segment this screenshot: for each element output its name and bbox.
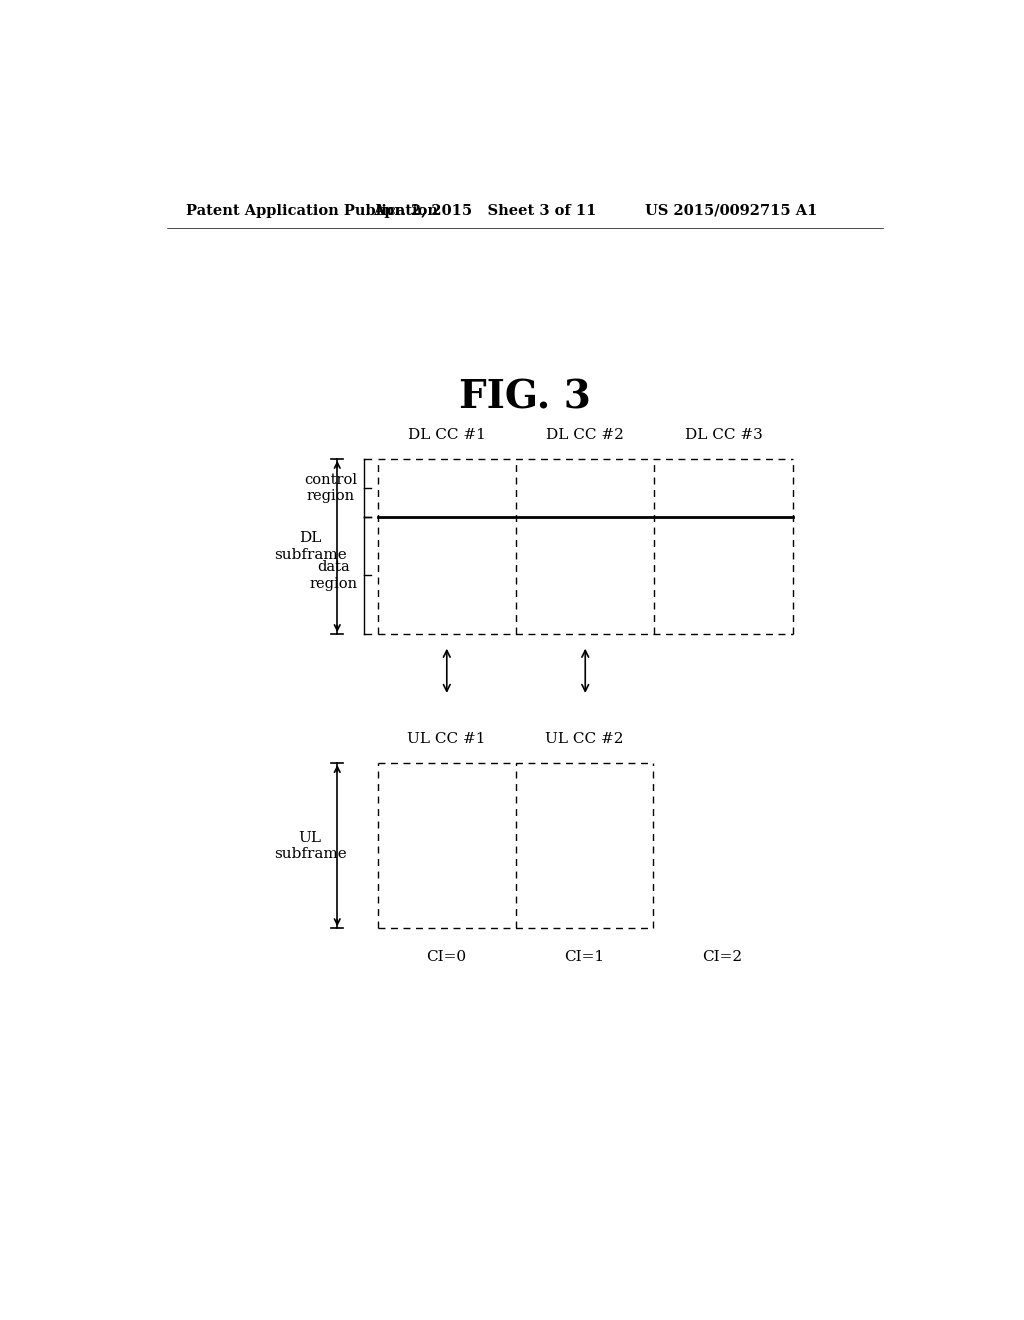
Text: Patent Application Publication: Patent Application Publication xyxy=(186,203,438,218)
Text: CI=2: CI=2 xyxy=(702,950,742,964)
Text: UL CC #2: UL CC #2 xyxy=(545,731,624,746)
Text: CI=0: CI=0 xyxy=(426,950,467,964)
Text: UL CC #1: UL CC #1 xyxy=(408,731,485,746)
Text: DL
subframe: DL subframe xyxy=(273,532,346,561)
Text: Apr. 2, 2015   Sheet 3 of 11: Apr. 2, 2015 Sheet 3 of 11 xyxy=(373,203,596,218)
Text: data
region: data region xyxy=(309,561,357,590)
Text: US 2015/0092715 A1: US 2015/0092715 A1 xyxy=(645,203,818,218)
Text: DL CC #2: DL CC #2 xyxy=(547,428,625,442)
Text: DL CC #1: DL CC #1 xyxy=(408,428,485,442)
Text: CI=1: CI=1 xyxy=(564,950,604,964)
Text: DL CC #3: DL CC #3 xyxy=(685,428,763,442)
Text: control
region: control region xyxy=(304,473,357,503)
Text: UL
subframe: UL subframe xyxy=(273,830,346,861)
Text: FIG. 3: FIG. 3 xyxy=(459,378,591,416)
